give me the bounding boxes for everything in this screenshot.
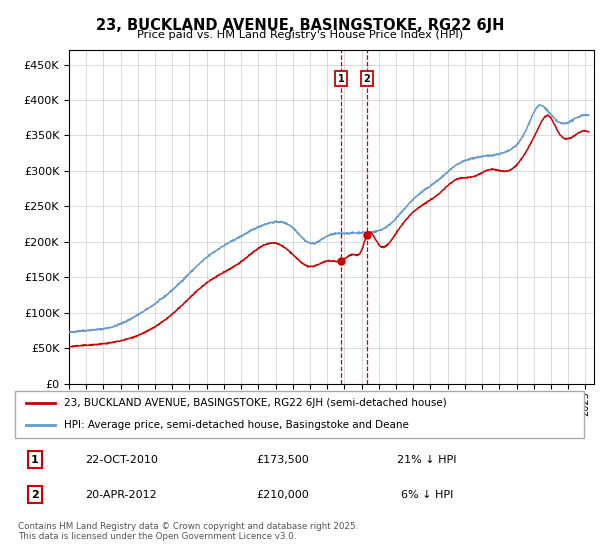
Text: 1: 1	[31, 455, 39, 465]
Text: £173,500: £173,500	[256, 455, 309, 465]
Text: 23, BUCKLAND AVENUE, BASINGSTOKE, RG22 6JH: 23, BUCKLAND AVENUE, BASINGSTOKE, RG22 6…	[96, 18, 504, 33]
Text: 22-OCT-2010: 22-OCT-2010	[85, 455, 158, 465]
Text: Contains HM Land Registry data © Crown copyright and database right 2025.
This d: Contains HM Land Registry data © Crown c…	[18, 522, 358, 542]
Text: 23, BUCKLAND AVENUE, BASINGSTOKE, RG22 6JH (semi-detached house): 23, BUCKLAND AVENUE, BASINGSTOKE, RG22 6…	[64, 398, 446, 408]
FancyBboxPatch shape	[15, 391, 584, 437]
Text: 2: 2	[364, 74, 370, 84]
Text: 21% ↓ HPI: 21% ↓ HPI	[397, 455, 457, 465]
Text: £210,000: £210,000	[256, 489, 309, 500]
Text: Price paid vs. HM Land Registry's House Price Index (HPI): Price paid vs. HM Land Registry's House …	[137, 30, 463, 40]
Text: 20-APR-2012: 20-APR-2012	[86, 489, 157, 500]
Text: 2: 2	[31, 489, 39, 500]
Text: 1: 1	[338, 74, 344, 84]
Text: HPI: Average price, semi-detached house, Basingstoke and Deane: HPI: Average price, semi-detached house,…	[64, 421, 409, 431]
Text: 6% ↓ HPI: 6% ↓ HPI	[401, 489, 453, 500]
